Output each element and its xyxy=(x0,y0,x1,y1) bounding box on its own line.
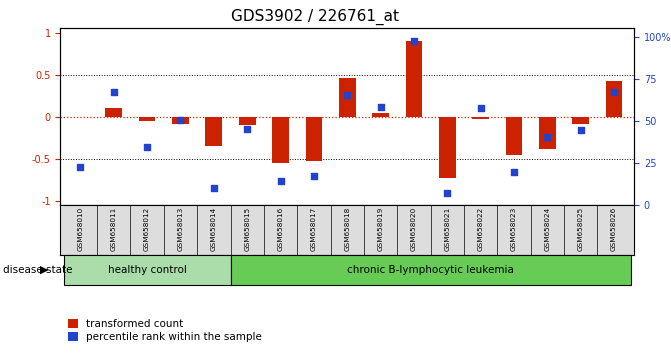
Point xyxy=(209,185,219,190)
Bar xyxy=(172,117,189,124)
Text: GDS3902 / 226761_at: GDS3902 / 226761_at xyxy=(231,9,399,25)
Bar xyxy=(339,78,356,117)
Text: GSM658021: GSM658021 xyxy=(444,207,450,251)
Text: GSM658024: GSM658024 xyxy=(544,207,550,251)
Text: GSM658010: GSM658010 xyxy=(77,207,83,251)
Bar xyxy=(372,113,389,117)
Legend: transformed count, percentile rank within the sample: transformed count, percentile rank withi… xyxy=(66,317,264,344)
Bar xyxy=(439,117,456,177)
Bar xyxy=(472,117,489,119)
Text: healthy control: healthy control xyxy=(107,265,187,275)
Text: chronic B-lymphocytic leukemia: chronic B-lymphocytic leukemia xyxy=(347,265,514,275)
Text: GSM658011: GSM658011 xyxy=(111,207,117,251)
Bar xyxy=(64,255,231,285)
Text: GSM658020: GSM658020 xyxy=(411,207,417,251)
Point xyxy=(242,126,252,131)
Point xyxy=(75,165,86,170)
Point xyxy=(342,92,353,98)
Point xyxy=(275,178,286,184)
Bar xyxy=(139,117,156,121)
Point xyxy=(475,105,486,111)
Point xyxy=(575,127,586,133)
Bar xyxy=(105,108,122,117)
Point xyxy=(375,104,386,109)
Text: disease state: disease state xyxy=(3,265,73,275)
Bar xyxy=(205,117,222,146)
Point xyxy=(409,38,419,44)
Text: GSM658019: GSM658019 xyxy=(378,207,384,251)
Point xyxy=(142,144,152,150)
Text: GSM658026: GSM658026 xyxy=(611,207,617,251)
Text: GSM658013: GSM658013 xyxy=(177,207,183,251)
Bar xyxy=(272,117,289,163)
Text: GSM658017: GSM658017 xyxy=(311,207,317,251)
Bar xyxy=(405,41,422,117)
Point xyxy=(309,173,319,179)
Point xyxy=(609,89,619,95)
Text: ▶: ▶ xyxy=(40,265,48,275)
Point xyxy=(109,89,119,95)
Text: GSM658014: GSM658014 xyxy=(211,207,217,251)
Point xyxy=(509,170,519,175)
Text: GSM658025: GSM658025 xyxy=(578,207,584,251)
Point xyxy=(175,118,186,123)
Bar xyxy=(506,117,522,155)
Text: GSM658023: GSM658023 xyxy=(511,207,517,251)
Bar xyxy=(606,81,623,117)
Point xyxy=(442,190,453,195)
Text: GSM658016: GSM658016 xyxy=(278,207,284,251)
Bar xyxy=(239,117,256,125)
Bar xyxy=(572,117,589,124)
Bar xyxy=(305,117,322,161)
Bar xyxy=(539,117,556,149)
Text: GSM658022: GSM658022 xyxy=(478,207,484,251)
Text: GSM658015: GSM658015 xyxy=(244,207,250,251)
Bar xyxy=(231,255,631,285)
Point xyxy=(542,134,553,140)
Text: GSM658012: GSM658012 xyxy=(144,207,150,251)
Text: GSM658018: GSM658018 xyxy=(344,207,350,251)
